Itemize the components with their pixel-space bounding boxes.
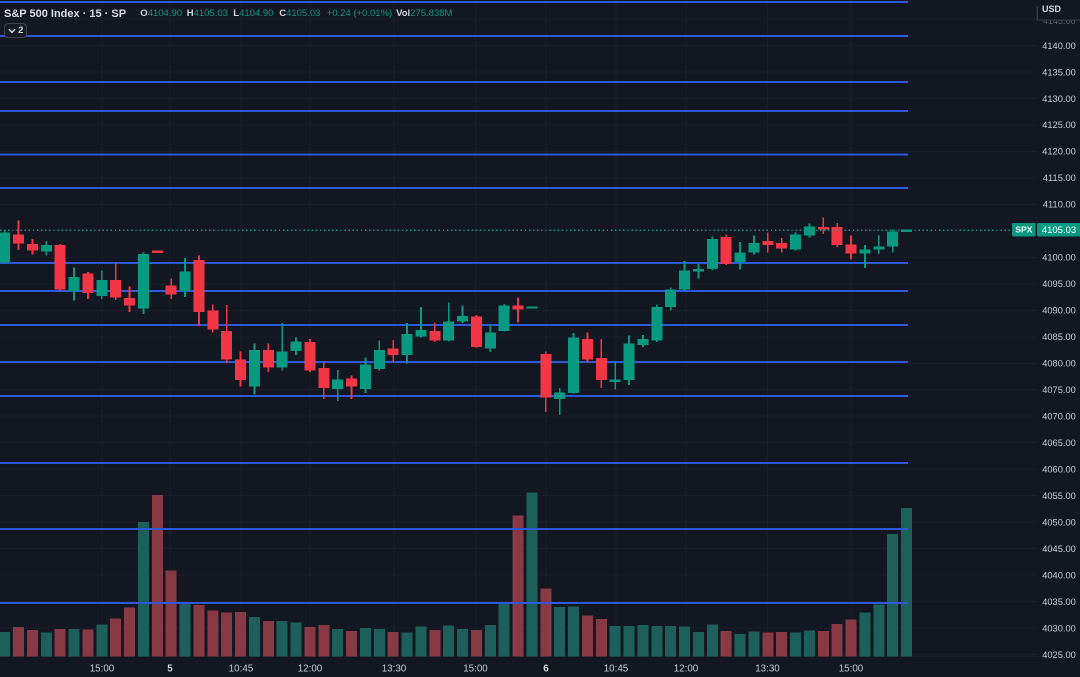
svg-text:4135.00: 4135.00 (1042, 67, 1076, 77)
svg-text:4110.00: 4110.00 (1043, 200, 1076, 210)
svg-text:10:45: 10:45 (604, 663, 629, 674)
svg-text:4115.00: 4115.00 (1043, 173, 1076, 183)
svg-text:4105.03: 4105.03 (1042, 225, 1076, 236)
svg-text:15:00: 15:00 (839, 663, 864, 674)
svg-text:4145.00: 4145.00 (1043, 16, 1076, 26)
svg-text:13:30: 13:30 (382, 663, 407, 674)
svg-text:4120.00: 4120.00 (1042, 147, 1076, 157)
svg-text:15:00: 15:00 (90, 663, 115, 674)
svg-text:SPX: SPX (1015, 225, 1032, 235)
svg-text:4100.00: 4100.00 (1042, 253, 1076, 263)
svg-text:4045.00: 4045.00 (1042, 544, 1076, 554)
svg-text:4095.00: 4095.00 (1042, 279, 1076, 289)
svg-text:4085.00: 4085.00 (1042, 332, 1076, 342)
svg-text:4030.00: 4030.00 (1042, 623, 1076, 633)
svg-text:12:00: 12:00 (674, 663, 699, 674)
svg-text:4065.00: 4065.00 (1042, 438, 1076, 448)
svg-text:4040.00: 4040.00 (1042, 570, 1076, 580)
svg-text:4130.00: 4130.00 (1042, 94, 1076, 104)
svg-text:4140.00: 4140.00 (1042, 41, 1076, 51)
svg-text:4025.00: 4025.00 (1042, 650, 1076, 660)
svg-text:4050.00: 4050.00 (1042, 517, 1076, 527)
svg-text:12:00: 12:00 (298, 663, 323, 674)
svg-text:4035.00: 4035.00 (1042, 597, 1076, 607)
svg-text:4070.00: 4070.00 (1042, 412, 1076, 422)
svg-text:5: 5 (167, 663, 173, 674)
svg-text:15:00: 15:00 (463, 663, 488, 674)
svg-text:4125.00: 4125.00 (1042, 120, 1076, 130)
svg-text:USD: USD (1042, 4, 1062, 14)
svg-text:4060.00: 4060.00 (1042, 465, 1076, 475)
svg-text:13:30: 13:30 (755, 663, 780, 674)
svg-text:4080.00: 4080.00 (1042, 359, 1076, 369)
svg-text:4055.00: 4055.00 (1042, 491, 1076, 501)
svg-text:6: 6 (543, 663, 549, 674)
svg-text:4075.00: 4075.00 (1042, 385, 1076, 395)
svg-text:4090.00: 4090.00 (1042, 306, 1076, 316)
svg-text:10:45: 10:45 (229, 663, 254, 674)
